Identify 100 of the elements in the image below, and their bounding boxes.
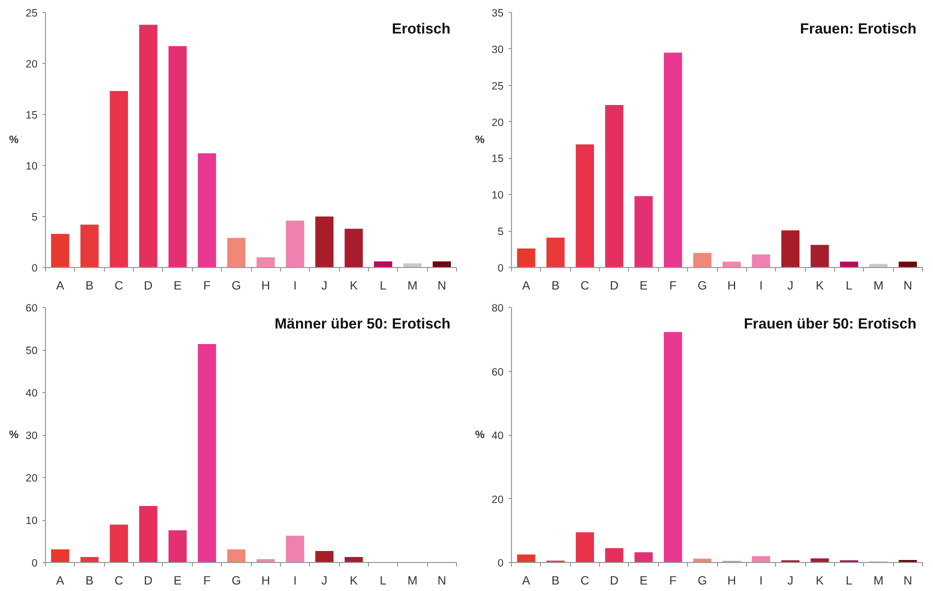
bar	[51, 234, 70, 268]
x-tick-label: B	[552, 574, 560, 588]
x-tick-label: N	[437, 278, 446, 292]
x-tick-label: L	[846, 278, 853, 292]
x-tick-label: B	[86, 278, 94, 292]
x-tick-label: D	[144, 278, 153, 292]
x-tick-label: D	[610, 278, 619, 292]
bar	[168, 530, 187, 562]
y-tick-label: 20	[26, 58, 38, 70]
y-tick-label: 35	[492, 8, 504, 20]
x-tick-label: F	[669, 278, 677, 292]
bar	[80, 556, 99, 562]
bar	[781, 230, 800, 268]
x-tick-label: H	[727, 278, 736, 292]
y-axis-title: %	[475, 134, 486, 146]
bar	[256, 257, 275, 268]
bar	[315, 216, 334, 268]
bar	[198, 344, 216, 562]
x-tick-label: A	[522, 574, 530, 588]
bar	[576, 144, 594, 268]
bar	[198, 153, 216, 268]
bar	[634, 196, 653, 268]
x-tick-label: L	[380, 278, 387, 292]
y-tick-label: 20	[492, 116, 504, 129]
y-tick-label: 25	[26, 8, 38, 20]
bar	[80, 224, 99, 268]
bar	[227, 238, 246, 268]
x-tick-label: E	[174, 278, 182, 292]
y-tick-label: 0	[32, 262, 38, 274]
y-tick-label: 15	[492, 153, 504, 166]
x-tick-label: C	[580, 574, 590, 588]
bar	[315, 551, 334, 562]
x-tick-label: I	[759, 278, 763, 292]
x-tick-label: N	[903, 278, 912, 292]
y-tick-label: 5	[498, 226, 504, 238]
x-tick-label: B	[86, 574, 94, 588]
x-tick-label: D	[144, 574, 153, 588]
bar	[840, 262, 858, 268]
x-tick-label: C	[114, 278, 124, 292]
y-axis-title: %	[475, 429, 486, 441]
y-tick-label: 40	[26, 388, 38, 400]
y-tick-label: 60	[26, 302, 38, 314]
bar	[344, 228, 363, 268]
bar	[256, 559, 275, 562]
x-tick-label: F	[203, 574, 211, 588]
x-tick-label: M	[873, 574, 884, 588]
x-tick-label: C	[580, 278, 590, 292]
bar	[168, 46, 187, 268]
x-tick-label: F	[203, 278, 211, 292]
text: Männer über 50: Erotisch	[274, 316, 451, 332]
x-tick-label: J	[321, 574, 328, 588]
y-tick-label: 15	[26, 110, 38, 122]
y-tick-label: 10	[26, 160, 38, 172]
bar	[344, 556, 363, 562]
x-tick-label: M	[873, 278, 884, 292]
y-tick-label: 40	[492, 430, 504, 442]
x-tick-label: L	[846, 574, 853, 588]
x-tick-label: I	[293, 574, 297, 588]
x-tick-label: B	[552, 278, 560, 292]
bar	[139, 24, 158, 268]
y-tick-label: 25	[492, 80, 504, 92]
bar	[693, 252, 712, 268]
bar	[546, 238, 565, 268]
y-tick-label: 0	[32, 558, 38, 570]
x-tick-label: H	[261, 278, 270, 292]
x-tick-label: K	[816, 278, 824, 292]
bar	[634, 552, 653, 562]
x-tick-label: G	[698, 278, 707, 292]
text: Frauen über 50: Erotisch	[744, 316, 917, 332]
bar	[605, 105, 624, 268]
bar	[517, 248, 536, 268]
x-tick-label: J	[321, 278, 328, 292]
bar	[664, 52, 682, 268]
x-tick-label: F	[669, 574, 677, 588]
y-tick-label: 20	[492, 494, 504, 506]
bar	[693, 558, 712, 562]
x-tick-label: N	[437, 574, 446, 588]
y-tick-label: 10	[26, 515, 38, 527]
x-tick-label: K	[350, 278, 358, 292]
bar	[110, 91, 128, 268]
x-tick-label: N	[903, 574, 912, 588]
x-tick-label: D	[610, 574, 619, 588]
x-tick-label: E	[640, 574, 648, 588]
y-tick-label: 30	[492, 44, 504, 56]
x-tick-label: M	[407, 574, 418, 588]
x-tick-label: J	[787, 574, 794, 588]
x-tick-label: G	[698, 574, 707, 588]
y-tick-label: 50	[26, 345, 38, 357]
bar	[576, 532, 594, 562]
bar	[432, 261, 451, 268]
bar	[605, 548, 624, 562]
y-tick-label: 60	[492, 366, 504, 378]
bar	[51, 549, 70, 562]
bar	[286, 536, 304, 562]
x-tick-label: C	[114, 574, 124, 588]
y-axis-title: %	[9, 429, 20, 441]
y-tick-label: 20	[26, 472, 38, 484]
x-tick-label: A	[56, 574, 64, 588]
y-tick-label: 0	[498, 262, 504, 274]
text: Frauen: Erotisch	[800, 22, 917, 38]
